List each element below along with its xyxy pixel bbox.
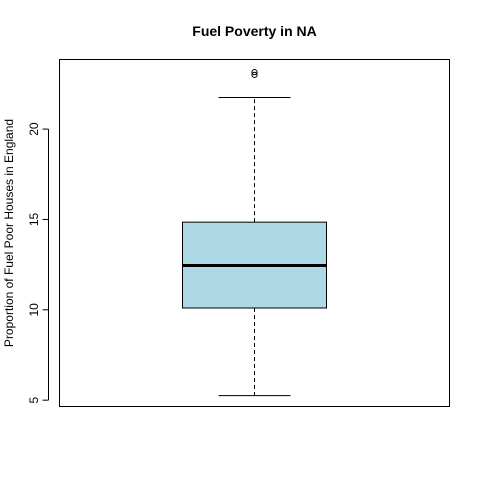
y-tick-label: 15 [27,212,41,226]
outlier-point [251,69,258,76]
box-group [182,69,327,397]
y-axis-label: Proportion of Fuel Poor Houses in Englan… [2,119,16,347]
y-tick-label: 20 [27,122,41,136]
y-axis: 5 10 15 20 [27,122,49,404]
outlier-point [251,71,258,78]
y-tick-label: 10 [27,303,41,317]
plot-frame [59,59,450,407]
y-tick-label: 5 [27,397,41,404]
chart-title: Fuel Poverty in NA [192,23,316,39]
